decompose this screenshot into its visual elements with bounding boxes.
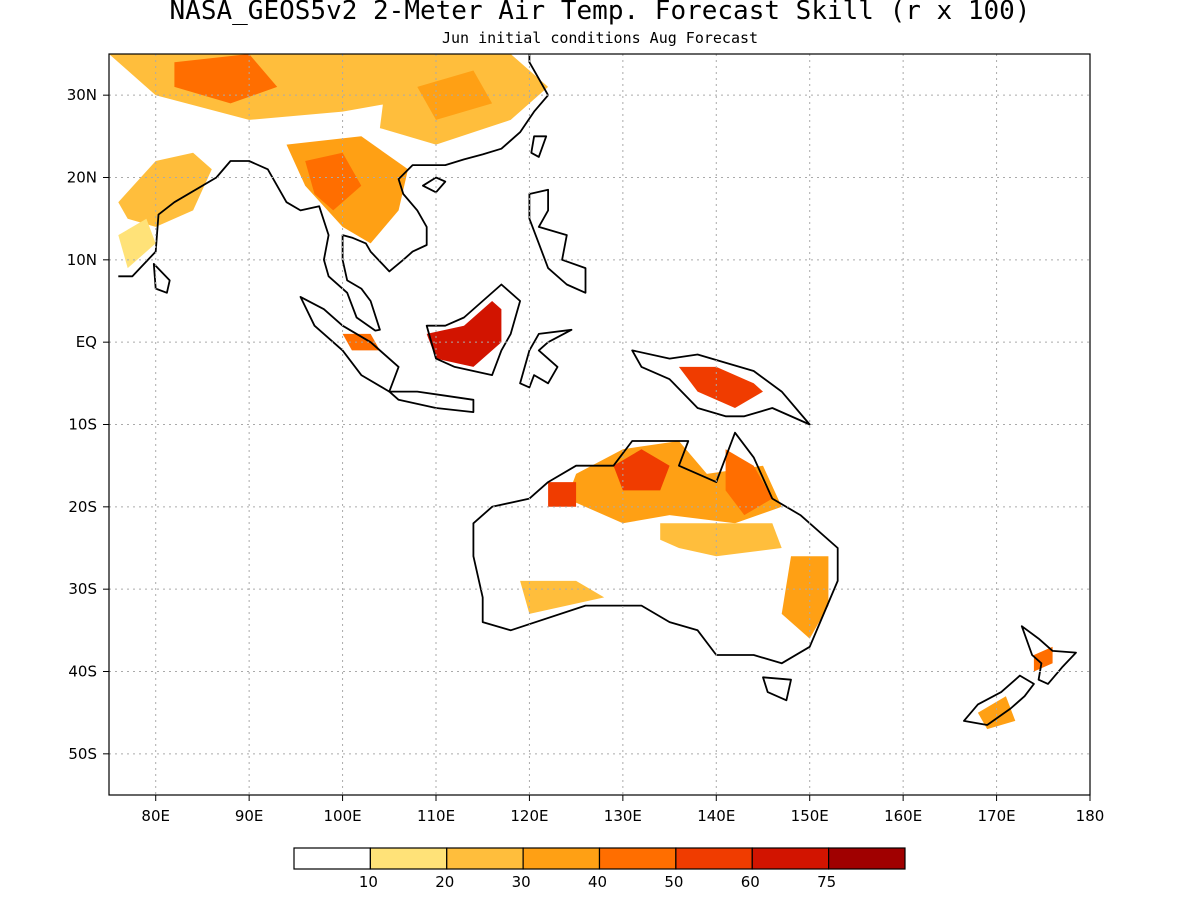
colorbar-label: 10 [359, 873, 378, 891]
coastline-tasmania [762, 676, 792, 702]
skill-region-tibet-hot [174, 54, 278, 104]
x-tick-label: 100E [324, 807, 362, 825]
x-tick-label: 110E [417, 807, 455, 825]
chart-subtitle: Jun initial conditions Aug Forecast [441, 29, 759, 47]
y-tick-label: 10N [67, 251, 97, 269]
skill-region-nz-north [1033, 646, 1053, 672]
x-tick-label: 170E [978, 807, 1016, 825]
map-frame [108, 53, 1091, 796]
colorbar: 10 20 30 40 50 60 75 [293, 847, 906, 891]
coastline-nz-south [963, 674, 1035, 726]
skill-region-china-east-core [417, 70, 493, 120]
y-axis: 30N 20N 10N EQ 10S 20S 30S 40S 50S [67, 86, 109, 763]
y-tick-label: 50S [68, 745, 97, 763]
coastline-nz-north [1020, 625, 1077, 685]
chart-title: NASA_GEOS5v2 2-Meter Air Temp. Forecast … [169, 0, 1031, 26]
gridlines [109, 54, 1090, 795]
coastline-sri-lanka [152, 262, 171, 294]
colorbar-label: 20 [435, 873, 454, 891]
colorbar-swatch [522, 847, 601, 870]
colorbar-label: 60 [741, 873, 760, 891]
coastline-taiwan [530, 135, 548, 158]
colorbar-label: 75 [817, 873, 836, 891]
coastline-sumatra [299, 295, 400, 393]
skill-region-india-south [118, 218, 156, 269]
skill-region-australia-east [781, 556, 829, 639]
coastline-hainan [421, 176, 447, 194]
colorbar-swatch [828, 847, 906, 870]
x-tick-label: 150E [791, 807, 829, 825]
skill-region-australia-south [520, 580, 605, 614]
y-tick-label: 30S [68, 580, 97, 598]
skill-region-new-zealand [977, 696, 1016, 730]
y-tick-label: 20N [67, 169, 97, 187]
coastlines [118, 54, 1077, 726]
skill-region-australia-ne [725, 449, 773, 516]
skill-region-australia-north-core [613, 449, 670, 491]
skill-regions [109, 54, 1053, 730]
coastline-sulawesi [519, 328, 573, 389]
skill-region-new-guinea [678, 366, 763, 408]
x-tick-label: 130E [604, 807, 642, 825]
y-tick-label: 30N [67, 86, 97, 104]
colorbar-label: 40 [588, 873, 607, 891]
skill-region-india [118, 152, 212, 227]
y-tick-label: 40S [68, 663, 97, 681]
colorbar-swatch [751, 847, 830, 870]
x-tick-label: 180 [1076, 807, 1105, 825]
colorbar-swatch [598, 847, 677, 870]
x-tick-label: 80E [141, 807, 170, 825]
y-tick-label: 20S [68, 498, 97, 516]
colorbar-swatch [369, 847, 448, 870]
skill-region-australia-nw [548, 482, 577, 507]
coastline-philippines [528, 188, 587, 294]
colorbar-swatch [675, 847, 753, 870]
x-tick-label: 140E [697, 807, 735, 825]
coastline-new-guinea [631, 349, 811, 426]
coastline-java [388, 390, 475, 414]
skill-region-indochina-core [305, 152, 362, 211]
x-axis: 80E 90E 100E 110E 120E 130E 140E 150E 160E 170E 18… [141, 795, 1104, 825]
colorbar-label: 30 [512, 873, 531, 891]
x-tick-label: 120E [510, 807, 548, 825]
x-tick-label: 90E [235, 807, 264, 825]
x-tick-label: 160E [884, 807, 922, 825]
coastline-australia [472, 431, 839, 665]
skill-region-australia-central [660, 523, 782, 557]
y-tick-label: EQ [76, 333, 97, 351]
y-tick-label: 10S [68, 416, 97, 434]
colorbar-swatch [293, 847, 371, 870]
coastline-borneo [425, 283, 521, 377]
colorbar-label: 50 [664, 873, 683, 891]
skill-region-borneo [426, 301, 502, 367]
colorbar-swatch [446, 847, 524, 870]
